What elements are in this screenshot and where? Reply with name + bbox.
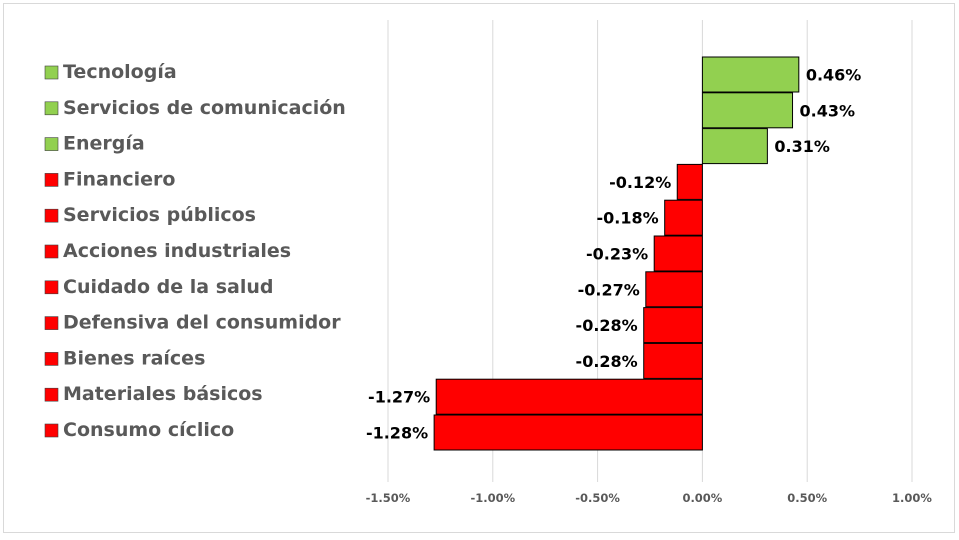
legend-label: Bienes raíces <box>63 347 205 369</box>
legend-swatch <box>44 423 59 438</box>
data-label: 0.43% <box>800 101 856 120</box>
x-tick-label: -0.50% <box>575 491 620 505</box>
bar <box>701 128 768 165</box>
legend-label: Materiales básicos <box>63 383 263 405</box>
bar <box>435 378 703 415</box>
bar <box>653 235 703 272</box>
legend-label: Financiero <box>63 168 175 190</box>
x-tick-label: -1.50% <box>366 491 411 505</box>
legend: Tecnología Servicios de comunicación Energ… <box>44 61 346 441</box>
data-label: -0.27% <box>578 280 640 299</box>
bar <box>645 271 703 308</box>
x-tick-label: 0.50% <box>787 491 827 505</box>
legend-swatch <box>44 316 59 330</box>
bars <box>433 56 800 451</box>
bar-chart: 0.46% 0.43% 0.31% -0.12% -0.18% -0.23% -0.27% -… <box>44 20 933 505</box>
bar <box>664 199 703 236</box>
bar <box>433 414 703 451</box>
legend-label: Servicios públicos <box>63 204 256 226</box>
legend-swatch <box>44 244 59 259</box>
data-label: -0.18% <box>597 209 659 228</box>
legend-swatch <box>44 352 59 366</box>
data-label: 0.46% <box>806 66 862 85</box>
legend-swatch <box>44 65 59 80</box>
legend-label: Defensiva del consumidor <box>63 312 341 334</box>
data-labels: 0.46% 0.43% 0.31% -0.12% -0.18% -0.23% -0.27% -… <box>366 66 861 443</box>
legend-swatch <box>44 208 59 223</box>
bar <box>701 92 794 129</box>
legend-label: Consumo cíclico <box>63 419 234 441</box>
x-tick-label: 0.00% <box>682 491 722 505</box>
legend-swatch <box>44 387 59 402</box>
legend-label: Acciones industriales <box>63 240 291 262</box>
data-label: -1.28% <box>366 424 428 443</box>
legend-label: Tecnología <box>63 61 177 83</box>
data-label: -0.12% <box>609 173 671 192</box>
data-label: -0.28% <box>576 352 638 371</box>
legend-swatch <box>44 137 59 151</box>
data-label: -0.23% <box>586 245 648 264</box>
legend-swatch <box>44 101 59 116</box>
data-label: 0.31% <box>774 137 830 156</box>
data-label: -0.28% <box>576 316 638 335</box>
bar <box>701 56 800 93</box>
legend-swatch <box>44 173 59 187</box>
x-axis-ticks: -1.50% -1.00% -0.50% 0.00% 0.50% 1.00% <box>366 491 933 505</box>
data-label: -1.27% <box>368 388 430 407</box>
bar <box>676 163 703 200</box>
chart-area: 0.46% 0.43% 0.31% -0.12% -0.18% -0.23% -0.27% -… <box>3 3 955 533</box>
x-tick-label: 1.00% <box>892 491 932 505</box>
bar <box>643 342 703 379</box>
legend-label: Servicios de comunicación <box>63 97 346 119</box>
legend-swatch <box>44 280 59 295</box>
legend-label: Cuidado de la salud <box>63 276 274 298</box>
bar <box>643 307 703 344</box>
x-tick-label: -1.00% <box>470 491 515 505</box>
legend-label: Energía <box>63 133 145 155</box>
